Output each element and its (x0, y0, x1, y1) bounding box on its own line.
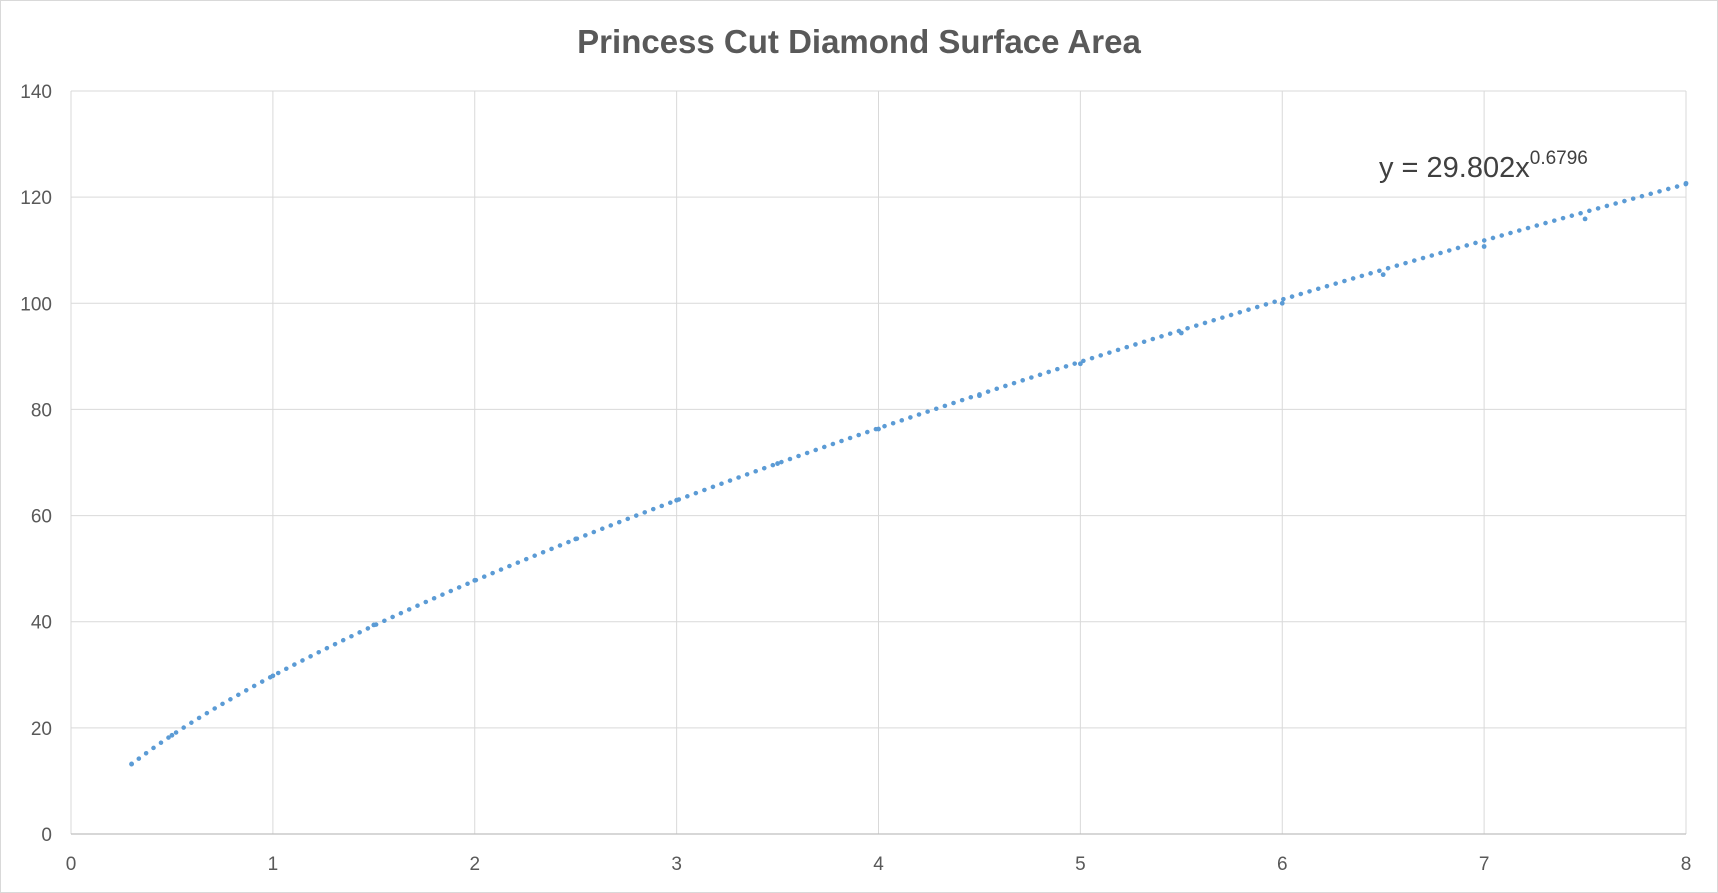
y-tick-label: 120 (20, 188, 52, 209)
data-point (1380, 272, 1386, 278)
x-tick-label: 2 (469, 854, 480, 875)
data-point (270, 673, 276, 679)
x-tick-label: 3 (671, 854, 682, 875)
data-point (472, 577, 478, 583)
data-point (129, 761, 134, 767)
x-tick-label: 1 (268, 854, 279, 875)
x-tick-label: 5 (1075, 854, 1086, 875)
y-tick-label: 20 (31, 719, 52, 740)
y-tick-label: 80 (31, 400, 52, 421)
x-tick-label: 6 (1277, 854, 1288, 875)
x-tick-label: 0 (66, 854, 77, 875)
data-point (1279, 300, 1285, 306)
y-tick-label: 100 (20, 294, 52, 315)
data-point (169, 732, 175, 738)
trendline-equation: y = 29.802x0.6796 (1379, 148, 1588, 184)
data-point (1582, 216, 1588, 222)
data-point (1481, 244, 1487, 249)
trendline-equation-exponent: 0.6796 (1530, 148, 1588, 169)
chart-title: Princess Cut Diamond Surface Area (577, 23, 1141, 60)
gridlines (70, 90, 1687, 835)
data-point (674, 497, 680, 503)
x-tick-label: 7 (1479, 854, 1490, 875)
y-tick-label: 0 (41, 825, 52, 846)
series-line (129, 181, 1689, 767)
trendline-equation-base: y = 29.802x (1379, 152, 1530, 184)
y-tick-label: 60 (31, 507, 52, 528)
data-point (876, 426, 881, 432)
x-tick-label: 8 (1681, 854, 1692, 875)
y-tick-label: 140 (20, 82, 52, 103)
data-point (371, 622, 377, 628)
series-layer (129, 180, 1689, 767)
data-point (1178, 330, 1184, 336)
x-tick-label: 4 (873, 854, 884, 875)
data-point (573, 536, 579, 542)
data-point (1683, 180, 1689, 186)
y-tick-label: 40 (31, 613, 52, 634)
data-point (775, 461, 780, 466)
data-point (977, 393, 982, 399)
data-point (1077, 361, 1083, 367)
